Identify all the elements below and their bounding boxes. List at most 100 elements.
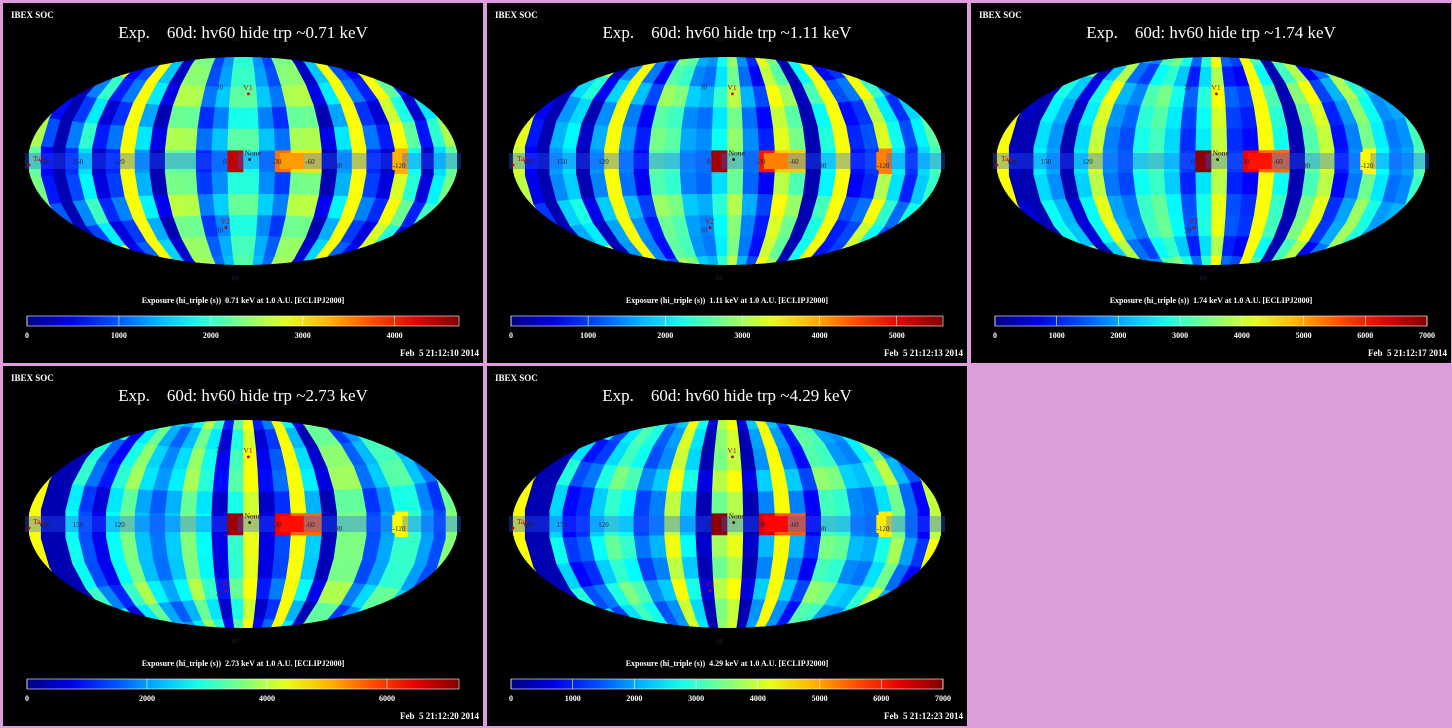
map-pixel <box>727 14 764 25</box>
map-pixel <box>689 639 710 657</box>
map-pixel <box>695 57 712 67</box>
map-pixel <box>712 449 728 471</box>
map-pixel <box>1160 27 1187 44</box>
map-pixel <box>1133 22 1172 37</box>
map-pixel <box>256 29 274 47</box>
map-pixel <box>242 556 259 579</box>
org-label: IBEX SOC <box>979 10 1022 20</box>
map-pixel <box>741 534 760 558</box>
map-pixel <box>239 377 243 393</box>
hot-region <box>763 153 788 169</box>
map-pixel <box>1215 274 1226 292</box>
map-pixel <box>1024 62 1059 91</box>
map-pixel <box>540 594 575 623</box>
map-pixel <box>121 29 161 48</box>
map-pixel <box>646 57 677 63</box>
map-pixel <box>727 377 731 393</box>
map-pixel <box>758 388 791 405</box>
map-pixel <box>242 534 260 557</box>
map-pixel <box>783 261 816 265</box>
map-pixel <box>271 279 301 296</box>
map-pixel <box>684 14 727 22</box>
map-pixel <box>243 14 286 22</box>
map-pixel <box>154 57 187 61</box>
map-pixel <box>787 171 806 196</box>
grid-label: 150 <box>73 158 84 166</box>
map-pixel <box>267 278 294 295</box>
map-pixel <box>783 624 816 628</box>
map-pixel <box>243 377 282 387</box>
map-pixel <box>646 420 677 426</box>
map-pixel <box>312 266 347 286</box>
map-pixel <box>1194 128 1212 151</box>
map-pixel <box>158 19 200 32</box>
map-pixel <box>1261 57 1292 63</box>
map-pixel <box>1267 261 1300 265</box>
map-pixel <box>212 469 230 492</box>
map-pixel <box>1180 193 1198 216</box>
map-pixel <box>727 377 768 386</box>
map-pixel <box>1194 171 1212 194</box>
map-pixel <box>777 420 808 426</box>
map-pixel <box>689 276 710 294</box>
map-pixel <box>185 26 215 43</box>
exposure-map-panel: IBEX SOC Exp. 60d: hv60 hide trp ~2.73 ke… <box>3 366 483 726</box>
grid-label: 0 <box>707 158 711 166</box>
map-pixel <box>711 193 728 216</box>
colorbar-tick-label: 0 <box>509 694 513 703</box>
map-pixel <box>280 23 317 39</box>
map-pixel <box>198 391 222 409</box>
map-pixel <box>242 214 258 236</box>
colorbar <box>994 315 1428 327</box>
map-pixel <box>1215 30 1226 48</box>
map-pixel <box>243 14 282 24</box>
map-pixel <box>787 126 806 151</box>
grid-label: 60 <box>40 158 48 166</box>
map-pixel <box>243 274 251 292</box>
hot-pixel <box>392 152 403 170</box>
map-pixel <box>777 622 808 628</box>
map-pixel <box>1210 255 1222 265</box>
colorbar-tick-label: 4000 <box>259 694 275 703</box>
map-pixel <box>755 26 785 43</box>
map-pixel <box>1235 27 1262 44</box>
map-pixel <box>693 14 727 26</box>
map-pixel <box>1163 171 1181 195</box>
map-pixel <box>697 638 715 656</box>
map-pixel <box>185 642 215 659</box>
map-pixel <box>243 14 267 29</box>
map-pixel <box>1147 127 1166 151</box>
map-pixel <box>273 490 291 514</box>
map-pixel <box>879 594 914 623</box>
map-pixel <box>364 618 404 628</box>
map-pixel <box>117 390 158 409</box>
map-pixel <box>727 14 755 28</box>
map-pixel <box>227 556 244 579</box>
map-pixel <box>317 397 354 417</box>
hot-pixel <box>711 515 722 533</box>
map-pixel <box>321 634 359 654</box>
map-pixel <box>164 489 183 514</box>
map-pixel <box>771 380 814 392</box>
grid-label: 60 <box>716 275 724 283</box>
grid-label: 60 <box>716 35 724 43</box>
grid-label: 0 <box>223 521 227 529</box>
map-pixel <box>56 62 91 91</box>
map-pixel <box>243 377 267 392</box>
colorbar-tick-label: 2000 <box>626 694 642 703</box>
map-pixel <box>740 106 758 129</box>
marker-label: V2 <box>221 217 230 226</box>
map-pixel <box>89 420 127 433</box>
map-pixel <box>82 255 122 265</box>
map-pixel <box>1178 171 1197 195</box>
map-pixel <box>757 127 775 151</box>
timestamp: Feb 5 21:12:23 2014 <box>884 711 963 721</box>
map-pixel <box>694 127 713 151</box>
map-pixel <box>623 400 658 420</box>
hot-pixel <box>1195 152 1206 170</box>
map-pixel <box>1211 274 1219 292</box>
map-pixel <box>710 491 728 514</box>
map-pixel <box>638 57 671 61</box>
